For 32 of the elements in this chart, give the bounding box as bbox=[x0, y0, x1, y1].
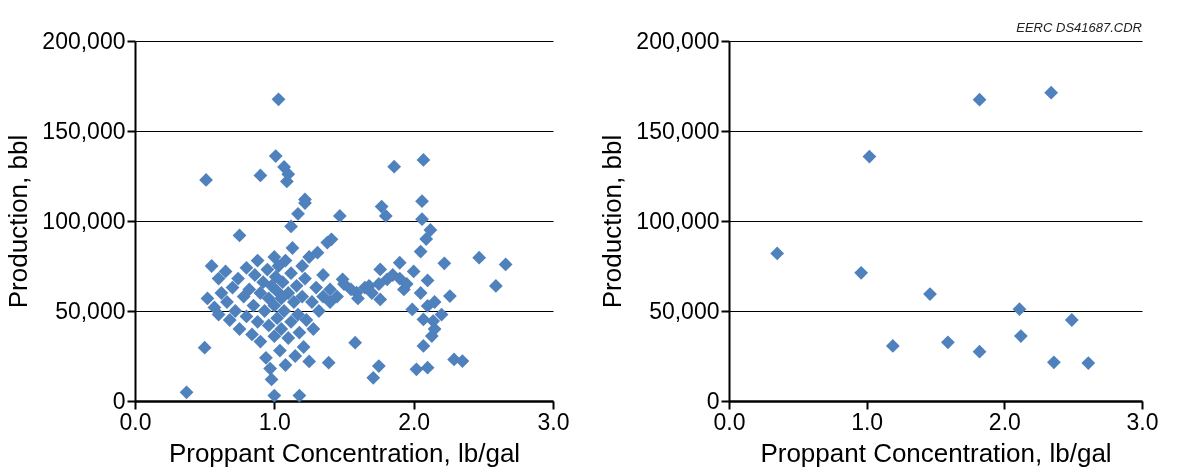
y-tick-label: 150,000 bbox=[636, 117, 720, 144]
point bbox=[770, 246, 785, 261]
x-axis-title: Proppant Concentration, lb/gal bbox=[168, 437, 521, 468]
point bbox=[1044, 85, 1059, 100]
x-tick-label: 2.0 bbox=[988, 408, 1021, 435]
x-tick-label: 3.0 bbox=[537, 408, 570, 435]
point bbox=[1013, 329, 1028, 343]
point bbox=[972, 344, 987, 359]
y-tick-label: 50,000 bbox=[55, 297, 126, 324]
y-tick-label: 50,000 bbox=[649, 297, 720, 324]
text: EERC DS41687.CDR bbox=[1016, 20, 1142, 35]
y-tick-label: 100,000 bbox=[42, 207, 126, 234]
point bbox=[1047, 355, 1061, 370]
point bbox=[1081, 356, 1096, 370]
y-tick-label: 200,000 bbox=[42, 27, 126, 54]
point bbox=[941, 335, 955, 350]
point bbox=[1064, 313, 1079, 327]
x-tick-label: 1.0 bbox=[258, 408, 291, 435]
y-tick-label: 150,000 bbox=[42, 117, 126, 144]
point bbox=[885, 339, 900, 353]
point bbox=[862, 149, 877, 164]
point bbox=[1012, 302, 1027, 317]
x-tick-label: 2.0 bbox=[398, 408, 431, 435]
y-axis-title: Production, bbl bbox=[597, 134, 628, 309]
point bbox=[972, 92, 987, 107]
x-tick-label: 1.0 bbox=[851, 408, 884, 435]
y-tick-label: 200,000 bbox=[636, 27, 720, 54]
point bbox=[854, 265, 869, 280]
x-tick-label: 3.0 bbox=[1126, 408, 1159, 435]
y-axis-title: Production, bbl bbox=[3, 134, 34, 309]
y-tick-label: 100,000 bbox=[636, 207, 720, 234]
x-axis-title: Proppant Concentration, lb/gal bbox=[760, 437, 1112, 468]
